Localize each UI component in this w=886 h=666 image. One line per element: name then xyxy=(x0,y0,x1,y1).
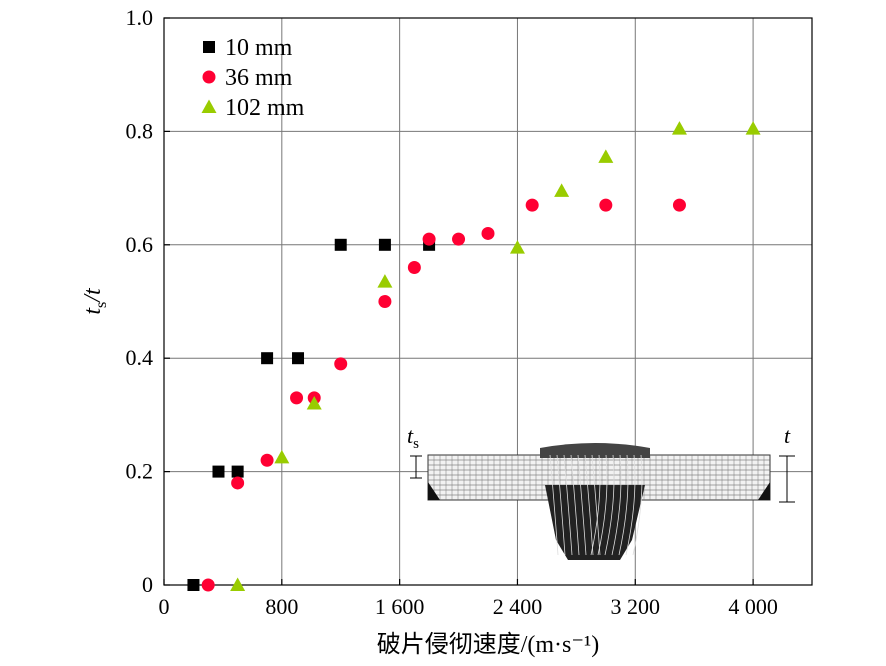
inset-plug xyxy=(545,485,645,560)
data-point-circle-series-2 xyxy=(599,198,613,212)
inset-t-label: t xyxy=(784,423,791,448)
data-point-circle-series-2 xyxy=(481,226,495,240)
x-axis-label: 破片侵彻速度/(m·s⁻¹) xyxy=(377,631,600,658)
data-point-triangle-series-3 xyxy=(377,274,393,288)
inset-shear-line xyxy=(618,454,629,556)
data-point-circle-series-2 xyxy=(231,476,245,490)
data-point-triangle-series-3 xyxy=(671,121,687,135)
inset-bulge xyxy=(540,443,650,458)
y-tick-label: 1.0 xyxy=(126,5,154,30)
plot-frame xyxy=(163,17,813,586)
data-point-circle-series-2 xyxy=(407,260,421,274)
y-tick-label: 0 xyxy=(142,572,153,597)
inset-shear-line xyxy=(549,454,559,556)
legend-marker-2 xyxy=(202,70,216,84)
data-point-triangle-series-3 xyxy=(306,396,322,410)
inset-shear-line xyxy=(563,454,573,556)
y-axis-label: ts/t xyxy=(80,287,110,315)
data-point-square-series-1 xyxy=(334,238,347,251)
y-tick-label: 0.4 xyxy=(126,345,154,370)
legend-marker-1 xyxy=(203,41,215,53)
y-axis-ticks: 0 0.2 0.4 0.6 0.8 1.0 xyxy=(126,5,170,597)
inset-shear-line xyxy=(591,454,601,556)
inset-shear-line xyxy=(556,454,566,556)
fracture-inset: ts t xyxy=(407,423,795,560)
data-point-circle-series-2 xyxy=(672,198,686,212)
y-label-rest: /t xyxy=(80,287,106,304)
data-point-triangle-series-3 xyxy=(509,240,525,254)
inset-shear-line xyxy=(604,454,615,556)
data-point-square-series-1 xyxy=(212,465,225,478)
x-tick-label: 0 xyxy=(159,594,170,619)
x-tick-label: 1 600 xyxy=(375,594,425,619)
data-point-triangle-series-3 xyxy=(598,149,614,163)
inset-shear-line xyxy=(597,454,608,556)
y-label-sub: s xyxy=(93,302,110,308)
legend-label: 102 mm xyxy=(225,95,305,121)
inset-shear-line xyxy=(625,454,636,556)
y-tick-label: 0.6 xyxy=(126,232,154,257)
inset-shear-line xyxy=(611,454,622,556)
legend-marker-3 xyxy=(201,99,217,113)
data-point-square-series-1 xyxy=(378,238,391,251)
inset-shear-line xyxy=(632,454,643,556)
inset-ts-label: ts xyxy=(407,423,419,452)
data-point-circle-series-2 xyxy=(525,198,539,212)
data-point-square-series-1 xyxy=(292,352,305,365)
data-point-circle-series-2 xyxy=(378,295,392,308)
data-marks xyxy=(187,121,761,592)
y-tick-label: 0.8 xyxy=(126,118,154,143)
inset-clamp-left xyxy=(428,482,440,500)
x-tick-label: 3 200 xyxy=(611,594,661,619)
data-point-square-series-1 xyxy=(261,352,274,365)
inset-shear-line xyxy=(590,454,601,556)
data-point-circle-series-2 xyxy=(334,357,348,371)
legend-label: 36 mm xyxy=(225,65,293,91)
data-point-circle-series-2 xyxy=(290,391,304,405)
data-point-square-series-1 xyxy=(231,465,244,478)
legend: 10 mm 36 mm 102 mm xyxy=(201,35,305,121)
inset-shear-line xyxy=(577,454,587,556)
x-tick-label: 800 xyxy=(265,594,298,619)
data-point-circle-series-2 xyxy=(422,232,436,246)
data-point-circle-series-2 xyxy=(452,232,466,246)
y-label-t: t xyxy=(80,307,106,315)
data-point-triangle-series-3 xyxy=(274,449,290,464)
inset-shear-line xyxy=(584,454,594,556)
legend-label: 10 mm xyxy=(225,35,293,61)
inset-clamp-right xyxy=(758,482,770,500)
data-point-triangle-series-3 xyxy=(745,121,761,135)
inset-shear-line xyxy=(570,454,580,556)
x-axis-ticks: 0 800 1 600 2 400 3 200 4 000 xyxy=(159,579,778,619)
x-tick-label: 4 000 xyxy=(728,594,778,619)
data-point-triangle-series-3 xyxy=(230,577,246,591)
data-point-circle-series-2 xyxy=(201,578,215,592)
data-point-circle-series-2 xyxy=(260,453,274,467)
data-point-square-series-1 xyxy=(187,579,200,591)
y-tick-label: 0.2 xyxy=(126,459,154,484)
x-tick-label: 2 400 xyxy=(493,594,543,619)
data-point-triangle-series-3 xyxy=(554,183,570,197)
